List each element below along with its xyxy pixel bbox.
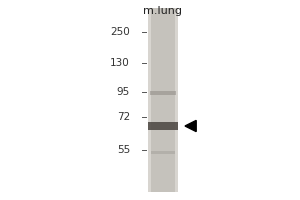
- Bar: [148, 8, 178, 192]
- Bar: [151, 8, 175, 192]
- Text: 72: 72: [117, 112, 130, 122]
- Text: 95: 95: [117, 87, 130, 97]
- Bar: [151, 150, 175, 154]
- Text: 250: 250: [110, 27, 130, 37]
- Text: 130: 130: [110, 58, 130, 68]
- Text: m.lung: m.lung: [143, 6, 182, 16]
- Polygon shape: [185, 120, 196, 132]
- Bar: [150, 91, 176, 95]
- Bar: [148, 122, 178, 130]
- Text: 55: 55: [117, 145, 130, 155]
